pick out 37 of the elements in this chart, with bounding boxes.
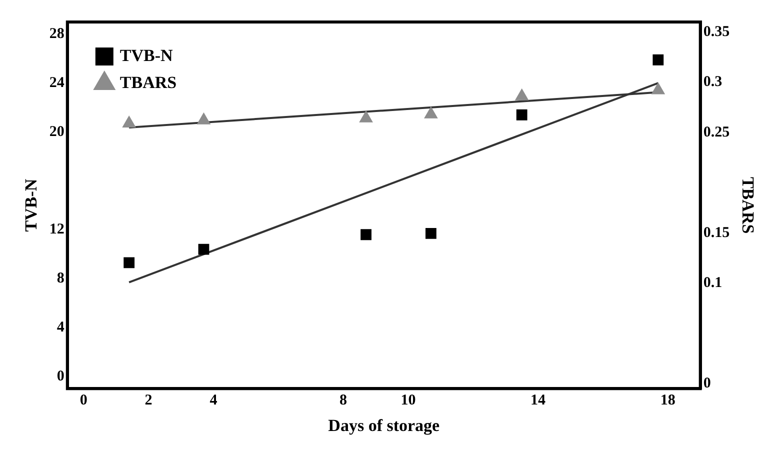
point xyxy=(198,244,210,255)
legend-label: TBARS xyxy=(120,72,177,92)
y-tick-label: 20 xyxy=(49,124,64,140)
legend-label: TVB-N xyxy=(120,46,174,65)
y-tick-label: 8 xyxy=(56,270,64,286)
x-tick-label: 0 xyxy=(80,392,88,408)
y2-tick-label: 0.1 xyxy=(703,275,722,292)
point xyxy=(359,110,373,122)
point xyxy=(516,109,528,120)
y-tick-label: 28 xyxy=(49,26,64,42)
x-axis-title: Days of storage xyxy=(328,416,440,436)
x-tick-label: 14 xyxy=(530,392,546,408)
y-tick-label: 12 xyxy=(49,222,64,238)
x-tick-label: 4 xyxy=(210,392,218,408)
y-axis-title: TVB-N xyxy=(22,178,41,232)
point xyxy=(124,257,135,268)
point xyxy=(425,228,436,239)
point xyxy=(424,106,438,118)
point xyxy=(515,88,528,100)
point xyxy=(652,82,665,94)
y-tick-label: 4 xyxy=(56,319,65,336)
x-tick-label: 10 xyxy=(400,392,416,408)
y-tick-label: 24 xyxy=(49,74,65,91)
point xyxy=(197,112,210,124)
y2-tick-label: 0.15 xyxy=(703,224,730,241)
y2-tick-label: 0 xyxy=(703,375,711,392)
point xyxy=(360,229,372,240)
point xyxy=(652,54,664,66)
y-tick-label: 0 xyxy=(56,368,64,384)
x-tick-label: 8 xyxy=(340,392,348,408)
x-tick-label: 18 xyxy=(660,392,676,408)
y2-tick-label: 0.3 xyxy=(703,74,722,90)
y2-tick-label: 0.35 xyxy=(703,24,730,40)
point xyxy=(122,116,136,128)
y2-tick-label: 0.25 xyxy=(703,124,730,140)
x-tick-label: 2 xyxy=(144,392,152,408)
y2-axis-title: TBARS xyxy=(738,176,758,234)
